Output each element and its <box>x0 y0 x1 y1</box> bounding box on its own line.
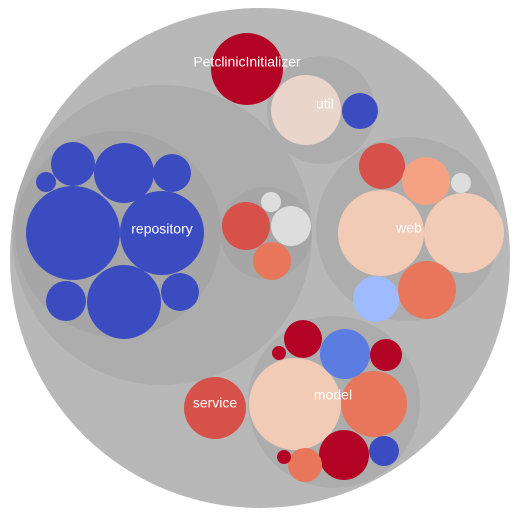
repository-class-node[interactable] <box>26 186 120 280</box>
repository-class-node[interactable] <box>153 154 191 192</box>
petclinic-initializer-circle[interactable] <box>211 33 283 105</box>
model-class-node[interactable] <box>319 430 369 480</box>
model-class-node[interactable] <box>341 371 407 437</box>
web-class-node[interactable] <box>424 193 504 273</box>
repository-class-node[interactable] <box>87 265 161 339</box>
repository-class-node[interactable] <box>36 172 56 192</box>
web-class-node[interactable] <box>353 276 399 322</box>
repository-class-node[interactable] <box>94 143 154 203</box>
util-package[interactable]: util <box>267 56 378 164</box>
model-class-node[interactable] <box>288 448 322 482</box>
web-package[interactable]: web <box>316 137 504 322</box>
model-class-node[interactable] <box>277 450 291 464</box>
model-package[interactable]: model <box>248 316 420 488</box>
model-class-node[interactable] <box>249 358 341 450</box>
web-class-node[interactable] <box>402 157 450 205</box>
repository-class-node[interactable] <box>161 273 199 311</box>
service-circle[interactable] <box>184 377 246 439</box>
unnamed-class-node[interactable] <box>261 192 281 212</box>
repository-class-node[interactable] <box>51 142 95 186</box>
web-class-node[interactable] <box>398 261 456 319</box>
model-class-node[interactable] <box>320 329 370 379</box>
repository-package[interactable]: repository <box>12 85 312 385</box>
model-class-node[interactable] <box>272 346 286 360</box>
web-class-node[interactable] <box>451 173 471 193</box>
unnamed-class-node[interactable] <box>271 206 311 246</box>
model-class-node[interactable] <box>370 339 402 371</box>
unnamed-class-node[interactable] <box>222 202 270 250</box>
web-class-node[interactable] <box>338 190 424 276</box>
repository-class-node[interactable] <box>46 281 86 321</box>
util-class-node[interactable] <box>342 93 378 129</box>
unnamed-class-node[interactable] <box>253 242 291 280</box>
service-node[interactable]: service <box>184 377 246 439</box>
model-class-node[interactable] <box>369 436 399 466</box>
util-class-node[interactable] <box>271 75 341 145</box>
unnamed-package[interactable] <box>220 187 312 280</box>
web-class-node[interactable] <box>359 143 405 189</box>
repository-class-node[interactable] <box>120 191 204 275</box>
model-class-node[interactable] <box>284 320 322 358</box>
